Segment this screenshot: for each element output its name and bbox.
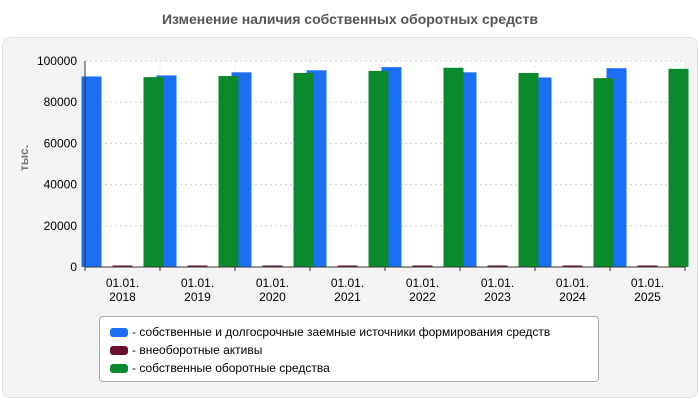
bar — [368, 70, 389, 267]
x-tick-label: 2022 — [409, 290, 436, 304]
y-tick-label: 60000 — [44, 136, 78, 150]
y-tick-label: 0 — [70, 260, 77, 274]
legend-item-sources: - собственные и долгосрочные заемные ист… — [110, 323, 588, 341]
legend-label-working-capital: - собственные оборотные средства — [132, 361, 330, 375]
bar — [143, 77, 164, 268]
x-tick-label: 2024 — [559, 290, 586, 304]
bar — [412, 265, 433, 267]
bar — [112, 265, 133, 267]
legend-swatch-sources — [110, 327, 128, 337]
x-tick-label: 2023 — [484, 290, 511, 304]
legend-swatch-working-capital — [110, 363, 128, 373]
y-tick-label: 20000 — [44, 219, 78, 233]
y-tick-label: 40000 — [44, 178, 78, 192]
x-tick-labels: 01.01.201801.01.201901.01.202001.01.2021… — [106, 276, 664, 304]
legend: - собственные и долгосрочные заемные ист… — [99, 316, 599, 382]
x-tick-label: 2025 — [634, 290, 661, 304]
bar — [293, 72, 314, 267]
bar — [187, 265, 208, 267]
legend-swatch-noncurrent-assets — [110, 345, 128, 355]
bars — [81, 67, 689, 268]
x-tick-label: 01.01. — [631, 276, 664, 290]
y-tick-label: 100000 — [37, 54, 77, 68]
bar — [81, 76, 102, 267]
x-tick-label: 01.01. — [331, 276, 364, 290]
bar — [487, 265, 508, 267]
y-axis-label: тыс. — [17, 145, 31, 171]
bar — [262, 265, 283, 267]
bar — [668, 68, 689, 267]
bar — [637, 265, 658, 267]
bar — [593, 78, 614, 268]
x-tick-label: 01.01. — [106, 276, 139, 290]
y-tick-label: 80000 — [44, 95, 78, 109]
x-tick-label: 01.01. — [556, 276, 589, 290]
legend-item-working-capital: - собственные оборотные средства — [110, 359, 588, 377]
bar — [218, 76, 239, 268]
bar — [518, 72, 539, 267]
legend-label-sources: - собственные и долгосрочные заемные ист… — [132, 325, 551, 339]
legend-label-noncurrent-assets: - внеоборотные активы — [132, 343, 263, 357]
x-tick-label: 2021 — [334, 290, 361, 304]
x-tick-label: 01.01. — [181, 276, 214, 290]
axes — [84, 61, 686, 271]
x-tick-label: 2020 — [259, 290, 286, 304]
x-tick-label: 01.01. — [481, 276, 514, 290]
bar — [443, 67, 464, 267]
bar — [562, 265, 583, 267]
x-tick-label: 2019 — [184, 290, 211, 304]
x-tick-label: 01.01. — [256, 276, 289, 290]
legend-item-noncurrent-assets: - внеоборотные активы — [110, 341, 588, 359]
y-tick-labels: 0 20000 40000 60000 80000 100000 — [37, 54, 77, 274]
x-tick-label: 01.01. — [406, 276, 439, 290]
chart-title: Изменение наличия собственных оборотных … — [161, 11, 539, 27]
bar — [337, 265, 358, 267]
x-tick-label: 2018 — [109, 290, 136, 304]
